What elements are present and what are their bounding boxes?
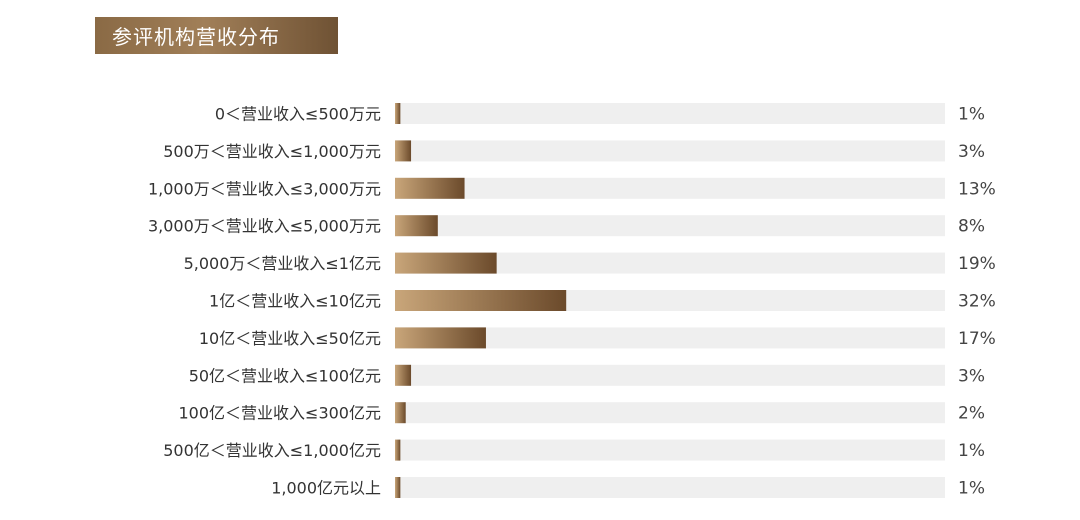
category-label: 1亿＜营业收入≤10亿元 bbox=[209, 292, 381, 311]
bar bbox=[395, 177, 465, 199]
value-label: 1% bbox=[958, 479, 985, 499]
bar-row: 500亿＜营业收入≤1,000亿元 1% bbox=[163, 439, 985, 461]
bar bbox=[395, 215, 438, 237]
bar-track bbox=[395, 140, 945, 162]
bar-row: 5,000万＜营业收入≤1亿元 19% bbox=[184, 252, 996, 274]
category-label: 1,000亿元以上 bbox=[271, 479, 381, 498]
value-label: 32% bbox=[958, 292, 996, 312]
bar bbox=[395, 402, 406, 424]
bar-row: 0＜营业收入≤500万元 1% bbox=[215, 103, 985, 125]
category-label: 3,000万＜营业收入≤5,000万元 bbox=[148, 217, 381, 236]
bar bbox=[395, 477, 401, 498]
bar-row: 10亿＜营业收入≤50亿元 17% bbox=[199, 327, 996, 349]
bar bbox=[395, 364, 412, 386]
category-label: 50亿＜营业收入≤100亿元 bbox=[189, 366, 381, 385]
bar-track bbox=[395, 364, 945, 386]
category-label: 500亿＜营业收入≤1,000亿元 bbox=[163, 441, 381, 460]
bar bbox=[395, 140, 412, 162]
value-label: 1% bbox=[958, 105, 985, 125]
bar-track bbox=[395, 177, 945, 199]
category-label: 0＜营业收入≤500万元 bbox=[215, 105, 381, 124]
bar bbox=[395, 290, 567, 311]
value-label: 19% bbox=[958, 254, 996, 274]
chart-rows: 0＜营业收入≤500万元 1% 500万＜营业收入≤1,000万元 3% 1,000万＜… bbox=[148, 103, 996, 499]
value-label: 13% bbox=[958, 179, 996, 199]
bar-track bbox=[395, 439, 945, 461]
value-label: 3% bbox=[958, 142, 985, 162]
value-label: 17% bbox=[958, 329, 996, 349]
category-label: 500万＜营业收入≤1,000万元 bbox=[163, 142, 381, 161]
bar-row: 1亿＜营业收入≤10亿元 32% bbox=[209, 290, 996, 312]
bar-track bbox=[395, 103, 945, 124]
bar bbox=[395, 327, 486, 349]
category-label: 1,000万＜营业收入≤3,000万元 bbox=[148, 179, 381, 198]
bar bbox=[395, 252, 497, 274]
chart-title: 参评机构营收分布 bbox=[95, 17, 338, 54]
bar bbox=[395, 439, 401, 461]
bar-row: 500万＜营业收入≤1,000万元 3% bbox=[163, 140, 985, 162]
bar-track bbox=[395, 252, 945, 274]
bar bbox=[395, 103, 401, 124]
chart-title-text: 参评机构营收分布 bbox=[112, 25, 280, 49]
value-label: 8% bbox=[958, 217, 985, 237]
bar-row: 1,000万＜营业收入≤3,000万元 13% bbox=[148, 177, 996, 199]
value-label: 2% bbox=[958, 404, 985, 424]
bar-track bbox=[395, 215, 945, 237]
bar-track bbox=[395, 402, 945, 424]
bar-row: 3,000万＜营业收入≤5,000万元 8% bbox=[148, 215, 985, 237]
bar-row: 1,000亿元以上 1% bbox=[271, 477, 985, 499]
category-label: 10亿＜营业收入≤50亿元 bbox=[199, 329, 381, 348]
bar-row: 100亿＜营业收入≤300亿元 2% bbox=[179, 402, 985, 424]
bar-track bbox=[395, 327, 945, 349]
value-label: 3% bbox=[958, 366, 985, 386]
bar-row: 50亿＜营业收入≤100亿元 3% bbox=[189, 364, 985, 386]
category-label: 100亿＜营业收入≤300亿元 bbox=[179, 404, 382, 423]
value-label: 1% bbox=[958, 441, 985, 461]
bar-track bbox=[395, 477, 945, 498]
category-label: 5,000万＜营业收入≤1亿元 bbox=[184, 254, 381, 273]
